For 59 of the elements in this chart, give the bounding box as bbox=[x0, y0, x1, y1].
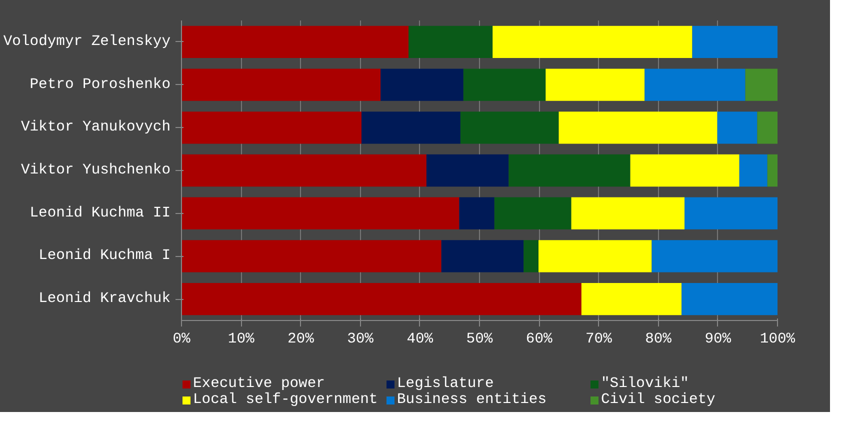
bar bbox=[630, 154, 740, 187]
bar bbox=[182, 154, 426, 187]
x-tick-label: 30% bbox=[347, 332, 374, 348]
legend-label: Civil society bbox=[601, 392, 716, 408]
bar bbox=[182, 26, 409, 58]
x-tick-label: 100% bbox=[760, 332, 796, 348]
legend-label: Legislature bbox=[397, 376, 495, 392]
bar bbox=[408, 26, 493, 58]
y-tick-label: Volodymyr Zelenskyy bbox=[3, 34, 171, 50]
bar bbox=[757, 112, 778, 144]
bar bbox=[182, 197, 460, 230]
bar bbox=[652, 240, 778, 272]
bar bbox=[739, 154, 768, 187]
bar bbox=[494, 197, 572, 230]
bar bbox=[182, 283, 582, 316]
x-tick-label: 90% bbox=[704, 332, 732, 348]
bar bbox=[538, 240, 652, 272]
legend-label: "Siloviki" bbox=[601, 376, 690, 392]
bar bbox=[182, 112, 362, 144]
legend-label: Local self-government bbox=[193, 392, 379, 408]
bar bbox=[361, 112, 460, 144]
x-tick-label: 70% bbox=[586, 332, 612, 348]
bar bbox=[182, 240, 442, 272]
x-tick-label: 50% bbox=[466, 332, 493, 348]
bar bbox=[558, 112, 718, 144]
bar bbox=[460, 112, 559, 144]
x-tick-label: 40% bbox=[406, 332, 434, 348]
y-tick-label: Leonid Kuchma I bbox=[38, 248, 171, 264]
bar bbox=[492, 26, 692, 58]
bar bbox=[508, 154, 630, 187]
y-tick-label: Leonid Kuchma II bbox=[30, 205, 171, 222]
bar bbox=[463, 68, 546, 101]
bar bbox=[441, 240, 524, 272]
bar bbox=[692, 26, 778, 58]
x-tick-label: 80% bbox=[645, 332, 672, 348]
legend-label: Executive power bbox=[193, 376, 326, 392]
bar bbox=[182, 68, 381, 101]
bar bbox=[581, 283, 682, 316]
y-tick-label: Viktor Yanukovych bbox=[20, 120, 171, 136]
x-tick-label: 60% bbox=[526, 332, 552, 348]
x-tick-label: 10% bbox=[228, 332, 254, 348]
bar bbox=[459, 197, 494, 230]
bar bbox=[380, 68, 464, 101]
x-tick-label: 0% bbox=[172, 332, 190, 348]
bar bbox=[684, 197, 778, 230]
y-tick-label: Viktor Yushchenko bbox=[20, 162, 171, 178]
bar bbox=[571, 197, 685, 230]
bar bbox=[717, 112, 758, 144]
x-tick-label: 20% bbox=[288, 332, 314, 348]
bar bbox=[745, 68, 778, 101]
y-tick-label: Leonid Kravchuk bbox=[38, 291, 171, 308]
bar bbox=[767, 154, 778, 187]
bar bbox=[524, 240, 539, 272]
bar bbox=[426, 154, 509, 187]
legend-label: Business entities bbox=[397, 392, 548, 408]
y-tick-label: Petro Poroshenko bbox=[30, 76, 171, 93]
bar bbox=[644, 68, 746, 101]
bar bbox=[546, 68, 645, 101]
bar bbox=[682, 283, 778, 316]
